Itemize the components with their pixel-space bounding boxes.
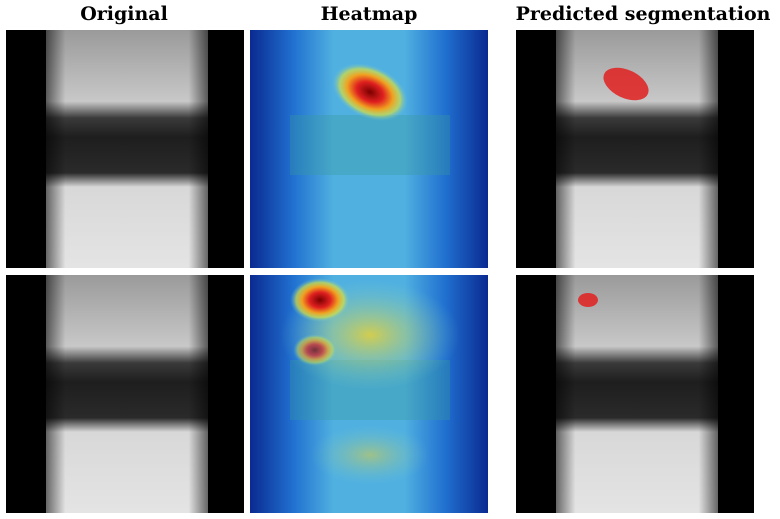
heatmap-image — [250, 30, 488, 268]
original-image — [6, 30, 244, 268]
segmentation-image — [516, 275, 754, 513]
segmentation-image — [516, 30, 754, 268]
original-image — [6, 275, 244, 513]
column-header: Heatmap — [321, 3, 418, 25]
heatmap-image — [250, 275, 488, 513]
column-header: Original — [80, 3, 168, 25]
column-header: Predicted segmentation — [516, 3, 771, 25]
